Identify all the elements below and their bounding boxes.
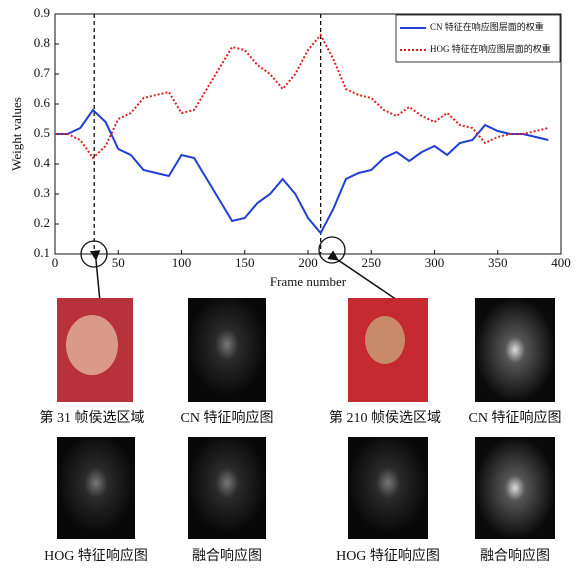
caption: HOG 特征响应图 — [336, 547, 440, 564]
x-tick-label: 50 — [112, 255, 125, 270]
y-tick-label: 0.8 — [34, 35, 50, 50]
response-map — [348, 437, 428, 539]
legend-label: HOG 特征在响应图层面的权重 — [430, 43, 551, 54]
caption: HOG 特征响应图 — [44, 547, 148, 564]
y-tick-label: 0.7 — [34, 65, 51, 80]
caption: 融合响应图 — [480, 547, 550, 564]
y-tick-label: 0.3 — [34, 185, 50, 200]
x-tick-label: 350 — [488, 255, 508, 270]
y-axis-label: Weight values — [9, 97, 24, 171]
caption: 第 210 帧侯选区域 — [329, 409, 441, 426]
callout-circle — [80, 240, 108, 268]
response-map — [475, 437, 555, 539]
series-line — [55, 108, 549, 235]
x-tick-label: 300 — [425, 255, 445, 270]
x-axis-label: Frame number — [270, 274, 347, 289]
caption: CN 特征响应图 — [469, 409, 562, 426]
x-tick-label: 400 — [551, 255, 571, 270]
y-tick-label: 0.2 — [34, 215, 50, 230]
x-tick-label: 0 — [52, 255, 59, 270]
y-tick-label: 0.1 — [34, 245, 50, 260]
callout-arrow — [89, 250, 101, 303]
caption: 第 31 帧侯选区域 — [40, 409, 145, 426]
y-tick-label: 0.9 — [34, 5, 50, 20]
x-tick-label: 100 — [172, 255, 192, 270]
plot: 0 50 100 150 200 250 300 350 400 0.1 0.2 0.3 0.4 0.5 0… — [34, 5, 571, 270]
response-map — [475, 298, 555, 402]
x-tick-label: 200 — [298, 255, 318, 270]
x-tick-label: 250 — [362, 255, 382, 270]
response-map — [188, 298, 266, 402]
callout-circle — [318, 236, 346, 264]
response-map — [57, 437, 135, 539]
x-tick-label: 150 — [235, 255, 255, 270]
response-map — [188, 437, 266, 539]
face — [66, 315, 118, 375]
face — [365, 316, 405, 364]
caption: 融合响应图 — [192, 547, 262, 564]
legend-label: CN 特征在响应图层面的权重 — [430, 21, 544, 32]
legend-box — [395, 14, 561, 63]
callout-arrow — [327, 250, 401, 303]
y-tick-label: 0.5 — [34, 125, 50, 140]
y-tick-label: 0.6 — [34, 95, 51, 110]
caption: CN 特征响应图 — [181, 409, 274, 426]
y-tick-label: 0.4 — [34, 155, 51, 170]
